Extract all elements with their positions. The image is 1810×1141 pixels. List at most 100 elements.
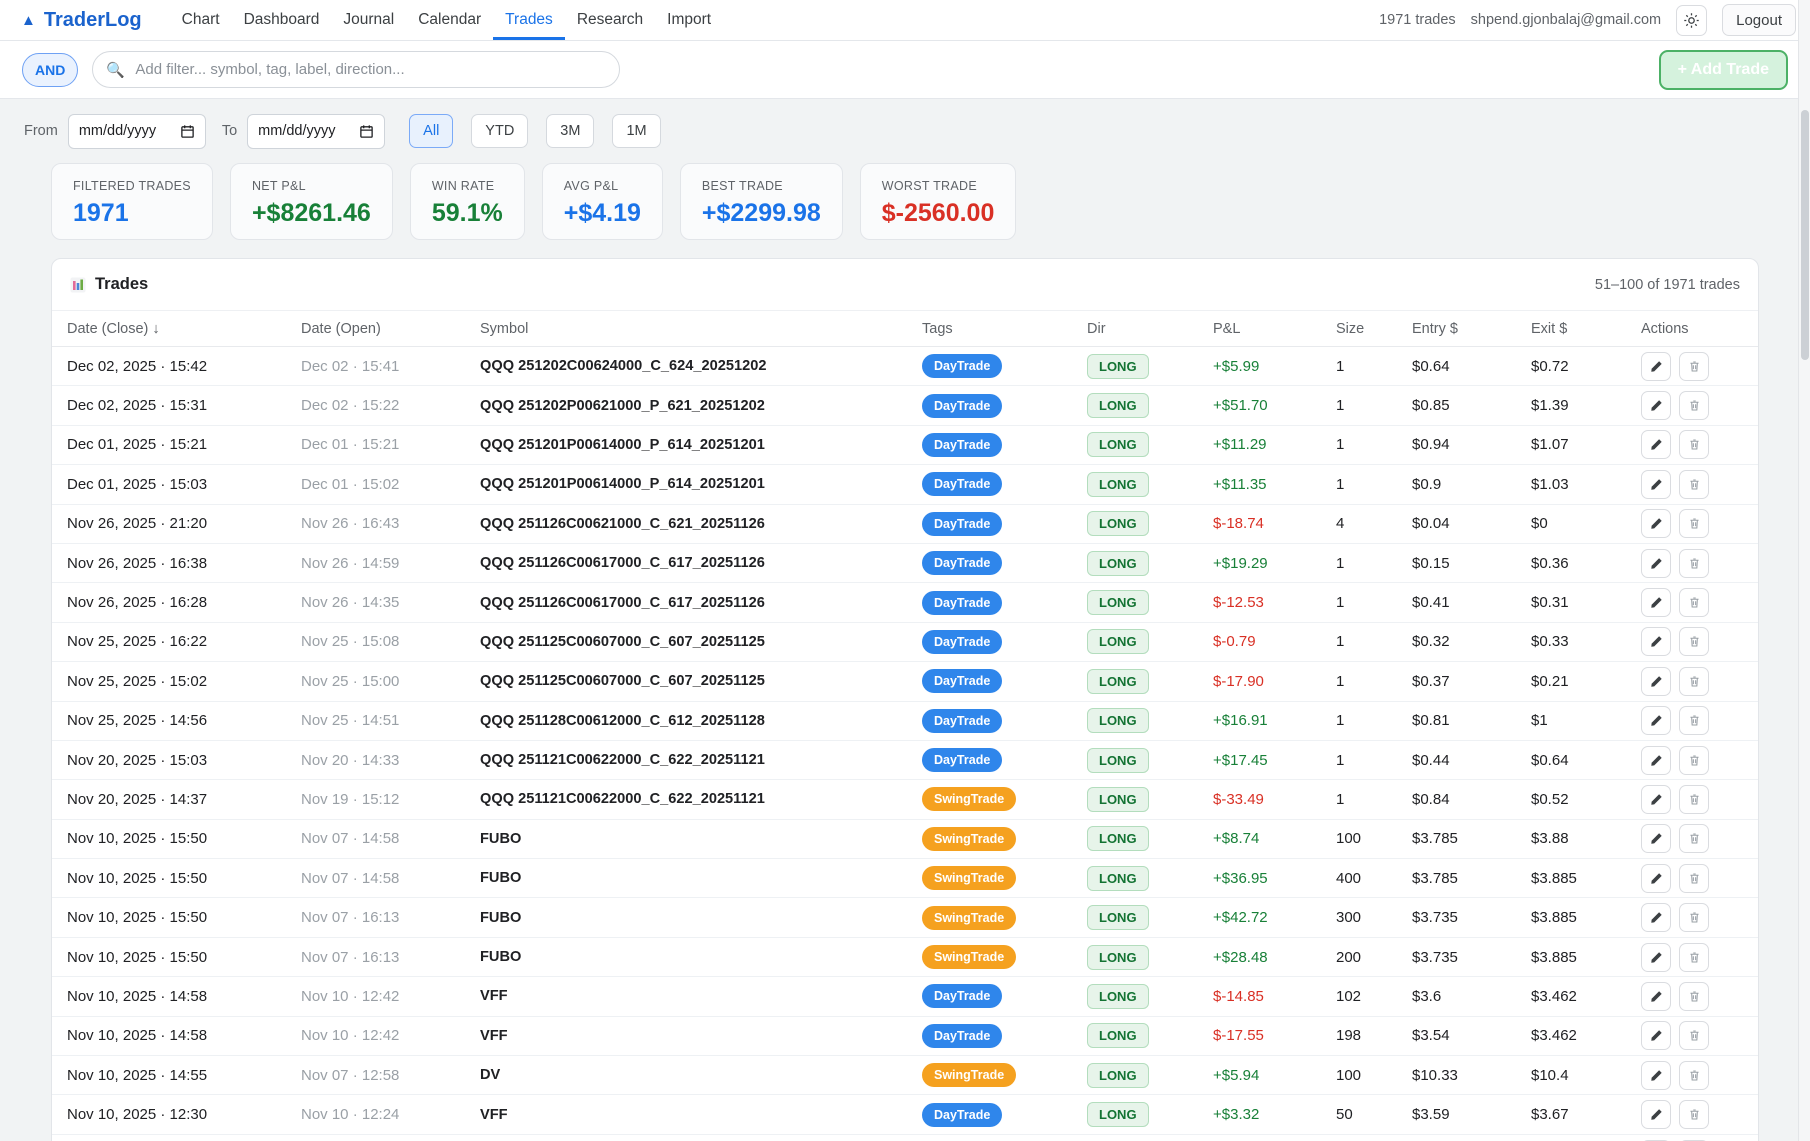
cell-symbol: QQQ 251121C00622000_C_622_20251121 — [480, 752, 765, 769]
delete-trade-button[interactable] — [1679, 981, 1709, 1011]
delete-trade-button[interactable] — [1679, 942, 1709, 972]
logout-button[interactable]: Logout — [1722, 4, 1796, 36]
pencil-icon — [1650, 833, 1662, 845]
nav-item-journal[interactable]: Journal — [343, 11, 395, 28]
stat-card-avg-p-l: AVG P&L +$4.19 — [541, 163, 663, 240]
delete-trade-button[interactable] — [1679, 666, 1709, 696]
table-row[interactable]: Dec 01, 2025 · 15:03 Dec 01 · 15:02 QQQ … — [52, 465, 1758, 505]
table-row[interactable]: Nov 10, 2025 · 14:58 Nov 10 · 12:42 VFF … — [52, 1017, 1758, 1057]
delete-trade-button[interactable] — [1679, 863, 1709, 893]
table-row[interactable]: Nov 10, 2025 · 12:29 Nov 10 · 12:04 VFF … — [52, 1135, 1758, 1141]
nav-item-research[interactable]: Research — [576, 11, 644, 28]
table-row[interactable]: Nov 10, 2025 · 15:50 Nov 07 · 14:58 FUBO… — [52, 820, 1758, 860]
table-row[interactable]: Nov 10, 2025 · 15:50 Nov 07 · 14:58 FUBO… — [52, 859, 1758, 899]
delete-trade-button[interactable] — [1679, 1060, 1709, 1090]
delete-trade-button[interactable] — [1679, 588, 1709, 618]
column-header-entry[interactable]: Entry $ — [1412, 320, 1458, 337]
column-header-actions[interactable]: Actions — [1641, 320, 1689, 337]
edit-trade-button[interactable] — [1641, 824, 1671, 854]
column-header-tags[interactable]: Tags — [922, 320, 953, 337]
edit-trade-button[interactable] — [1641, 627, 1671, 657]
delete-trade-button[interactable] — [1679, 784, 1709, 814]
nav-item-trades[interactable]: Trades — [493, 0, 565, 40]
edit-trade-button[interactable] — [1641, 784, 1671, 814]
column-header-dir[interactable]: Dir — [1087, 320, 1106, 337]
column-header-symbol[interactable]: Symbol — [480, 320, 529, 337]
range-button-all[interactable]: All — [409, 114, 454, 148]
edit-trade-button[interactable] — [1641, 430, 1671, 460]
scrollbar-thumb[interactable] — [1801, 110, 1809, 360]
delete-trade-button[interactable] — [1679, 509, 1709, 539]
edit-trade-button[interactable] — [1641, 1100, 1671, 1130]
delete-trade-button[interactable] — [1679, 469, 1709, 499]
table-row[interactable]: Nov 10, 2025 · 15:50 Nov 07 · 16:13 FUBO… — [52, 898, 1758, 938]
delete-trade-button[interactable] — [1679, 706, 1709, 736]
delete-trade-button[interactable] — [1679, 745, 1709, 775]
to-date-input[interactable]: mm/dd/yyyy — [247, 113, 386, 149]
app-logo[interactable]: ▲ TraderLog — [21, 0, 142, 40]
table-row[interactable]: Nov 26, 2025 · 21:20 Nov 26 · 16:43 QQQ … — [52, 505, 1758, 544]
nav-item-dashboard[interactable]: Dashboard — [243, 11, 320, 28]
edit-trade-button[interactable] — [1641, 981, 1671, 1011]
edit-trade-button[interactable] — [1641, 706, 1671, 736]
table-row[interactable]: Nov 26, 2025 · 16:38 Nov 26 · 14:59 QQQ … — [52, 544, 1758, 584]
column-header-exit[interactable]: Exit $ — [1531, 320, 1568, 337]
delete-trade-button[interactable] — [1679, 391, 1709, 421]
edit-trade-button[interactable] — [1641, 391, 1671, 421]
table-row[interactable]: Nov 10, 2025 · 14:55 Nov 07 · 12:58 DV S… — [52, 1056, 1758, 1096]
theme-toggle-button[interactable] — [1676, 4, 1708, 36]
delete-trade-button[interactable] — [1679, 548, 1709, 578]
nav-item-calendar[interactable]: Calendar — [418, 11, 482, 28]
edit-trade-button[interactable] — [1641, 666, 1671, 696]
pencil-icon — [1650, 439, 1662, 451]
table-row[interactable]: Nov 26, 2025 · 16:28 Nov 26 · 14:35 QQQ … — [52, 583, 1758, 623]
tag-pill: DayTrade — [922, 708, 1003, 733]
calendar-icon — [360, 124, 373, 138]
and-operator-toggle[interactable]: AND — [22, 52, 79, 87]
from-date-input[interactable]: mm/dd/yyyy — [67, 113, 206, 149]
edit-trade-button[interactable] — [1641, 1021, 1671, 1051]
edit-trade-button[interactable] — [1641, 469, 1671, 499]
table-row[interactable]: Nov 20, 2025 · 15:03 Nov 20 · 14:33 QQQ … — [52, 741, 1758, 781]
column-header-size[interactable]: Size — [1336, 320, 1365, 337]
column-header-date-open[interactable]: Date (Open) — [301, 320, 381, 337]
table-row[interactable]: Nov 25, 2025 · 14:56 Nov 25 · 14:51 QQQ … — [52, 702, 1758, 741]
table-row[interactable]: Nov 25, 2025 · 16:22 Nov 25 · 15:08 QQQ … — [52, 623, 1758, 663]
nav-item-chart[interactable]: Chart — [181, 11, 220, 28]
edit-trade-button[interactable] — [1641, 588, 1671, 618]
table-row[interactable]: Nov 10, 2025 · 12:30 Nov 10 · 12:24 VFF … — [52, 1095, 1758, 1135]
range-button-1m[interactable]: 1M — [612, 114, 661, 148]
table-row[interactable]: Nov 20, 2025 · 14:37 Nov 19 · 15:12 QQQ … — [52, 780, 1758, 820]
range-button-ytd[interactable]: YTD — [471, 114, 529, 148]
edit-trade-button[interactable] — [1641, 942, 1671, 972]
column-header-p-l[interactable]: P&L — [1213, 320, 1241, 337]
filter-search-input[interactable] — [92, 51, 621, 88]
table-header-row: Date (Close) ↓ Date (Open) Symbol Tags Dir P&… — [52, 311, 1758, 347]
table-row[interactable]: Dec 01, 2025 · 15:21 Dec 01 · 15:21 QQQ … — [52, 426, 1758, 466]
edit-trade-button[interactable] — [1641, 863, 1671, 893]
range-button-3m[interactable]: 3M — [546, 114, 595, 148]
edit-trade-button[interactable] — [1641, 1060, 1671, 1090]
table-row[interactable]: Dec 02, 2025 · 15:31 Dec 02 · 15:22 QQQ … — [52, 386, 1758, 426]
table-row[interactable]: Nov 10, 2025 · 14:58 Nov 10 · 12:42 VFF … — [52, 977, 1758, 1017]
delete-trade-button[interactable] — [1679, 903, 1709, 933]
direction-badge: LONG — [1087, 550, 1149, 576]
delete-trade-button[interactable] — [1679, 1100, 1709, 1130]
edit-trade-button[interactable] — [1641, 745, 1671, 775]
delete-trade-button[interactable] — [1679, 627, 1709, 657]
edit-trade-button[interactable] — [1641, 509, 1671, 539]
table-row[interactable]: Dec 02, 2025 · 15:42 Dec 02 · 15:41 QQQ … — [52, 347, 1758, 387]
table-row[interactable]: Nov 25, 2025 · 15:02 Nov 25 · 15:00 QQQ … — [52, 662, 1758, 702]
delete-trade-button[interactable] — [1679, 430, 1709, 460]
edit-trade-button[interactable] — [1641, 548, 1671, 578]
add-trade-button[interactable]: + Add Trade — [1658, 49, 1788, 90]
delete-trade-button[interactable] — [1679, 824, 1709, 854]
column-header-date-close[interactable]: Date (Close) ↓ — [67, 320, 160, 337]
edit-trade-button[interactable] — [1641, 351, 1671, 381]
vertical-scrollbar[interactable] — [1798, 0, 1810, 1141]
delete-trade-button[interactable] — [1679, 1021, 1709, 1051]
nav-item-import[interactable]: Import — [667, 11, 712, 28]
delete-trade-button[interactable] — [1679, 351, 1709, 381]
table-row[interactable]: Nov 10, 2025 · 15:50 Nov 07 · 16:13 FUBO… — [52, 938, 1758, 978]
edit-trade-button[interactable] — [1641, 903, 1671, 933]
